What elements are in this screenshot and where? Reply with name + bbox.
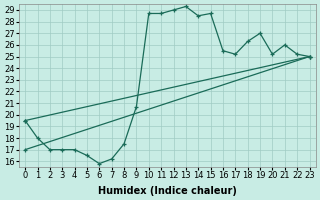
X-axis label: Humidex (Indice chaleur): Humidex (Indice chaleur) bbox=[98, 186, 237, 196]
